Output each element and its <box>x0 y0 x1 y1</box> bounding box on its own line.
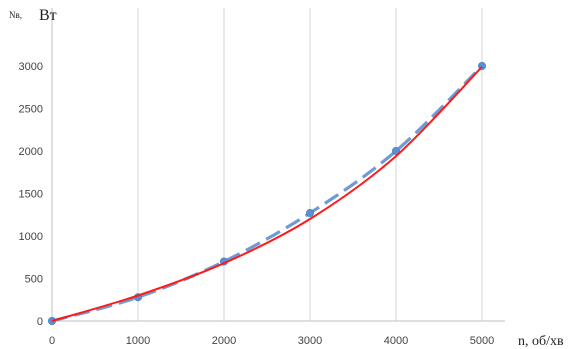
x-tick-label: 2000 <box>212 335 236 347</box>
y-tick-label: 500 <box>25 274 43 286</box>
y-tick-label: 3000 <box>19 61 43 73</box>
y-axis-label-prefix: Nв, <box>9 10 22 20</box>
x-tick-labels: 0 1000 2000 3000 4000 5000 <box>49 335 494 347</box>
y-axis-label: Вт <box>39 7 57 24</box>
x-tick-label: 3000 <box>298 335 322 347</box>
y-tick-label: 1500 <box>19 189 43 201</box>
y-tick-labels: 0 500 1000 1500 2000 2500 3000 <box>19 61 43 328</box>
x-tick-label: 4000 <box>384 335 408 347</box>
y-tick-label: 2000 <box>19 146 43 158</box>
data-point-marker <box>391 146 400 155</box>
series <box>48 62 486 325</box>
grid-lines <box>137 8 483 321</box>
y-tick-label: 2500 <box>19 104 43 116</box>
series-dashed-line <box>51 64 484 323</box>
y-tick-label: 1000 <box>19 231 43 243</box>
data-point-marker <box>305 209 314 218</box>
axes <box>51 8 505 322</box>
y-tick-label: 0 <box>37 316 43 328</box>
x-axis-label: n, об/хв <box>518 334 564 349</box>
x-tick-label: 0 <box>49 335 55 347</box>
x-tick-label: 1000 <box>126 335 150 347</box>
x-tick-label: 5000 <box>470 335 494 347</box>
series-solid-line <box>51 66 483 322</box>
